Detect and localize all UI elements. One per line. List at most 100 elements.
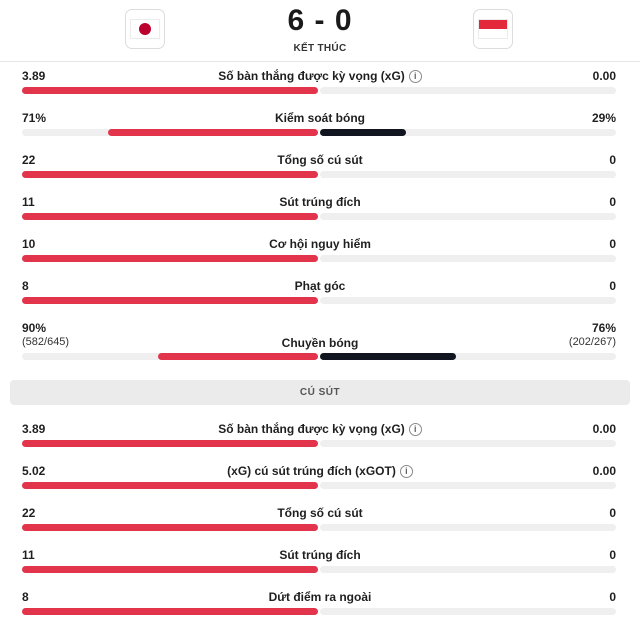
home-stat-bar (22, 297, 318, 304)
home-stat-track (22, 171, 318, 178)
stat-label: Cơ hội nguy hiểm (150, 237, 490, 251)
stat-label: Số bàn thắng được kỳ vọng (xG) i (150, 69, 490, 83)
away-stat-track (320, 213, 616, 220)
stat-label: (xG) cú sút trúng đích (xGOT) i (150, 464, 490, 478)
home-stat-track (22, 87, 318, 94)
home-stat-value: 3.89 (22, 69, 46, 83)
home-stat-value: 11 (22, 548, 35, 562)
stat-label-text: Số bàn thắng được kỳ vọng (xG) (218, 422, 405, 436)
away-stat-detail: (202/267) (568, 336, 616, 348)
home-stat-value: 10 (22, 237, 36, 251)
home-stat-bar (22, 440, 318, 447)
home-stat-track (22, 566, 318, 573)
away-stat-track (320, 353, 616, 360)
home-stat-value: 22 (22, 506, 36, 520)
home-stat-bar (22, 524, 318, 531)
home-stat-track (22, 213, 318, 220)
away-stat-bar (320, 129, 406, 136)
match-status: KẾT THÚC (293, 43, 347, 54)
stat-label-text: Tổng số cú sút (277, 153, 363, 167)
away-stat-value: 0.00 (592, 422, 616, 436)
home-stat-value: 8 (22, 590, 29, 604)
japan-flag-icon (130, 19, 160, 39)
away-stat-track (320, 524, 616, 531)
home-stat-bar (22, 255, 318, 262)
home-stat-track (22, 524, 318, 531)
home-stat-detail: (582/645) (22, 336, 70, 348)
home-stat-bar (22, 482, 318, 489)
home-stat-bar (22, 171, 318, 178)
stat-label-text: (xG) cú sút trúng đích (xGOT) (227, 464, 396, 478)
home-stat-value: 22 (22, 153, 36, 167)
stat-label-text: Cơ hội nguy hiểm (269, 237, 371, 251)
stat-row: 90% Chuyền bóng 76% (582/645) (202/267) (0, 321, 640, 361)
home-stat-value: 11 (22, 195, 35, 209)
stat-row: 3.89 Số bàn thắng được kỳ vọng (xG) i 0.00 (0, 69, 640, 109)
indonesia-flag-red (479, 20, 507, 29)
stat-label-text: Dứt điểm ra ngoài (268, 590, 372, 604)
away-stat-value: 0 (609, 506, 616, 520)
home-stat-track (22, 440, 318, 447)
info-icon[interactable]: i (399, 465, 413, 478)
stat-label-text: Sút trúng đích (279, 195, 361, 209)
away-stat-value: 0 (609, 279, 616, 293)
home-stat-bar (22, 608, 318, 615)
stat-row: 11 Sút trúng đích 0 (0, 195, 640, 235)
stat-label: Chuyền bóng (150, 336, 490, 350)
away-stat-track (320, 482, 616, 489)
stat-label: Tổng số cú sút (150, 506, 490, 520)
away-stat-track (320, 566, 616, 573)
stat-label: Sút trúng đích (150, 548, 490, 562)
away-stat-value: 29% (591, 111, 616, 125)
match-score: 6 - 0 (287, 4, 353, 37)
home-stat-value: 90% (22, 321, 47, 335)
home-stat-value: 3.89 (22, 422, 46, 436)
home-stat-bar (22, 213, 318, 220)
stat-row: 10 Cơ hội nguy hiểm 0 (0, 237, 640, 277)
away-stat-value: 0 (609, 548, 616, 562)
home-stat-value: 71% (22, 111, 47, 125)
away-stat-track (320, 87, 616, 94)
indonesia-flag-white (479, 29, 507, 38)
away-team-badge[interactable] (473, 9, 513, 49)
home-stat-bar (108, 129, 318, 136)
info-icon[interactable]: i (408, 70, 422, 83)
away-stat-track (320, 608, 616, 615)
home-stat-track (22, 129, 318, 136)
home-stat-track (22, 297, 318, 304)
stat-label-text: Phạt góc (294, 279, 346, 293)
stat-row: 22 Tổng số cú sút 0 (0, 506, 640, 546)
away-stat-track (320, 440, 616, 447)
indonesia-flag-icon (478, 19, 508, 39)
stat-label: Kiểm soát bóng (150, 111, 490, 125)
away-stat-track (320, 171, 616, 178)
home-stat-bar (158, 353, 318, 360)
stat-row: 5.02 (xG) cú sút trúng đích (xGOT) i 0.00 (0, 464, 640, 504)
stat-label: Sút trúng đích (150, 195, 490, 209)
home-stat-track (22, 608, 318, 615)
stat-label-text: Tổng số cú sút (277, 506, 363, 520)
stat-label: Dứt điểm ra ngoài (150, 590, 490, 604)
home-stat-track (22, 482, 318, 489)
info-icon[interactable]: i (408, 423, 422, 436)
stat-label: Số bàn thắng được kỳ vọng (xG) i (150, 422, 490, 436)
home-stat-value: 5.02 (22, 464, 46, 478)
away-stat-value: 0 (609, 153, 616, 167)
stat-label-text: Số bàn thắng được kỳ vọng (xG) (218, 69, 405, 83)
away-stat-value: 0.00 (592, 464, 616, 478)
home-stat-track (22, 353, 318, 360)
stat-label-text: Chuyền bóng (281, 336, 359, 350)
home-team-badge[interactable] (125, 9, 165, 49)
stat-row: 71% Kiểm soát bóng 29% (0, 111, 640, 151)
stat-label: Tổng số cú sút (150, 153, 490, 167)
away-stat-value: 0 (609, 195, 616, 209)
away-stat-track (320, 255, 616, 262)
stat-row: 3.89 Số bàn thắng được kỳ vọng (xG) i 0.00 (0, 422, 640, 462)
away-stat-value: 0 (609, 590, 616, 604)
away-stat-value: 0.00 (592, 69, 616, 83)
stat-label-text: Kiểm soát bóng (274, 111, 365, 125)
home-stat-bar (22, 87, 318, 94)
stat-label: Phạt góc (150, 279, 490, 293)
home-stat-bar (22, 566, 318, 573)
stat-row: 8 Dứt điểm ra ngoài 0 (0, 590, 640, 630)
